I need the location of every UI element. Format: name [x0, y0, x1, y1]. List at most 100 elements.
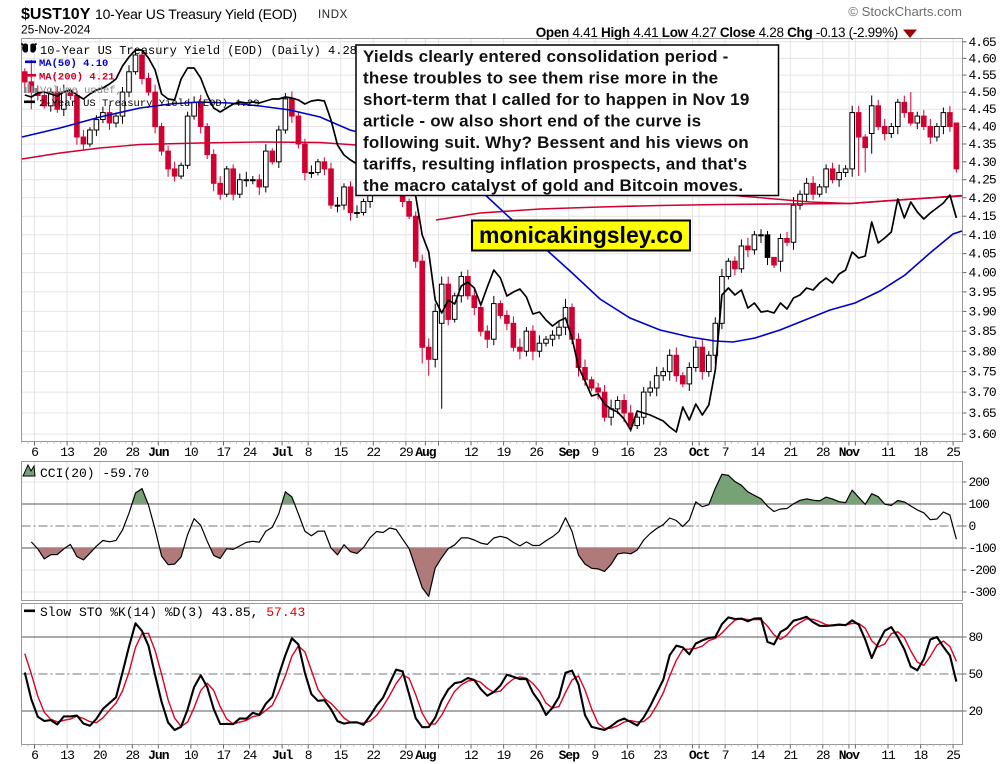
svg-text:following suit. Why? Bessent a: following suit. Why? Bessent and his vie…	[363, 133, 749, 152]
svg-text:4.65: 4.65	[969, 35, 996, 50]
svg-text:article - ow also short end of: article - ow also short end of the curve…	[363, 112, 701, 131]
svg-text:3.70: 3.70	[969, 385, 996, 400]
svg-text:3.65: 3.65	[969, 406, 996, 421]
svg-text:Nov: Nov	[839, 748, 861, 763]
svg-text:15: 15	[334, 748, 348, 763]
svg-text:Oct: Oct	[689, 445, 710, 460]
svg-text:Oct: Oct	[689, 748, 710, 763]
svg-text:© StockCharts.com: © StockCharts.com	[848, 4, 962, 19]
svg-text:18: 18	[914, 748, 928, 763]
svg-text:7: 7	[722, 748, 729, 763]
svg-text:20: 20	[93, 445, 107, 460]
svg-text:11: 11	[881, 445, 896, 460]
svg-text:25: 25	[946, 445, 960, 460]
svg-text:12: 12	[464, 748, 478, 763]
svg-text:10-Year US Treasury Yield (EOD: 10-Year US Treasury Yield (EOD) (Daily) …	[40, 44, 357, 58]
svg-text:3.95: 3.95	[969, 285, 996, 300]
svg-text:23: 23	[653, 748, 667, 763]
svg-text:4.35: 4.35	[969, 137, 996, 152]
svg-text:20: 20	[969, 704, 983, 719]
svg-text:monicakingsley.co: monicakingsley.co	[479, 222, 683, 248]
svg-text:25: 25	[946, 748, 960, 763]
svg-text:22: 22	[366, 445, 380, 460]
svg-text:-300: -300	[969, 585, 996, 600]
svg-text:4.05: 4.05	[969, 247, 996, 262]
svg-text:50: 50	[969, 667, 983, 682]
svg-text:3.60: 3.60	[969, 427, 996, 442]
svg-text:INDX: INDX	[318, 9, 348, 21]
svg-text:MA(200) 4.21: MA(200) 4.21	[39, 72, 115, 84]
svg-text:9: 9	[591, 748, 598, 763]
svg-text:$UST10Y: $UST10Y	[21, 6, 91, 23]
svg-text:4.50: 4.50	[969, 85, 996, 100]
svg-text:13: 13	[60, 445, 74, 460]
svg-text:3.90: 3.90	[969, 304, 996, 319]
svg-text:Nov: Nov	[839, 445, 861, 460]
svg-text:4.40: 4.40	[969, 120, 996, 135]
svg-text:14: 14	[751, 445, 766, 460]
svg-text:Jul: Jul	[272, 748, 294, 763]
svg-text:22: 22	[366, 748, 380, 763]
svg-text:10-Year US Treasury Yield (EOD: 10-Year US Treasury Yield (EOD)	[95, 6, 297, 22]
svg-text:these troubles to see them ris: these troubles to see them rise more in …	[363, 69, 718, 88]
svg-text:11: 11	[881, 748, 896, 763]
svg-text:Open 4.41 High 4.41 Low 4.27 C: Open 4.41 High 4.41 Low 4.27 Close 4.28 …	[536, 25, 898, 40]
svg-text:4.15: 4.15	[969, 209, 996, 224]
svg-text:Jun: Jun	[148, 748, 170, 763]
svg-text:24: 24	[243, 445, 258, 460]
svg-text:7: 7	[722, 445, 729, 460]
svg-text:4.25: 4.25	[969, 173, 996, 188]
svg-text:MA(50) 4.10: MA(50) 4.10	[39, 58, 108, 70]
svg-text:21: 21	[783, 748, 798, 763]
svg-text:Volume undef,: Volume undef,	[40, 85, 122, 97]
svg-text:3.75: 3.75	[969, 365, 996, 380]
svg-text:28: 28	[125, 445, 139, 460]
svg-text:13: 13	[60, 748, 74, 763]
svg-text:2-Year US Treasury Yield (EOD): 2-Year US Treasury Yield (EOD) 4.29	[39, 98, 260, 110]
svg-text:4.10: 4.10	[969, 228, 996, 243]
svg-text:Sep: Sep	[559, 445, 581, 460]
svg-text:Aug: Aug	[415, 748, 437, 763]
svg-text:20: 20	[93, 748, 107, 763]
svg-text:4.20: 4.20	[969, 191, 996, 206]
svg-text:10: 10	[184, 748, 198, 763]
svg-text:200: 200	[969, 475, 990, 490]
svg-text:the macro catalyst of gold and: the macro catalyst of gold and Bitcoin m…	[363, 176, 743, 195]
svg-text:6: 6	[31, 748, 38, 763]
svg-text:Slow STO %K(14) %D(3) 43.85, 5: Slow STO %K(14) %D(3) 43.85, 57.43	[40, 605, 305, 620]
svg-text:12: 12	[464, 445, 478, 460]
svg-text:-200: -200	[969, 563, 996, 578]
svg-text:28: 28	[125, 748, 139, 763]
svg-text:18: 18	[914, 445, 928, 460]
svg-text:28: 28	[816, 445, 830, 460]
svg-text:14: 14	[751, 748, 766, 763]
svg-text:100: 100	[969, 497, 990, 512]
svg-text:Aug: Aug	[415, 445, 437, 460]
svg-text:28: 28	[816, 748, 830, 763]
svg-text:8: 8	[305, 445, 312, 460]
svg-text:3.80: 3.80	[969, 344, 996, 359]
svg-text:15: 15	[334, 445, 348, 460]
svg-text:19: 19	[497, 445, 511, 460]
svg-text:26: 26	[529, 445, 543, 460]
svg-text:4.55: 4.55	[969, 68, 996, 83]
svg-text:6: 6	[31, 445, 38, 460]
svg-text:Jun: Jun	[148, 445, 170, 460]
svg-text:4.30: 4.30	[969, 155, 996, 170]
svg-text:CCI(20) -59.70: CCI(20) -59.70	[40, 466, 149, 481]
svg-text:-100: -100	[969, 541, 996, 556]
svg-text:tariffs, resulting inflation p: tariffs, resulting inflation prospects, …	[363, 155, 747, 174]
svg-text:4.60: 4.60	[969, 51, 996, 66]
svg-text:3.85: 3.85	[969, 324, 996, 339]
svg-text:16: 16	[621, 748, 635, 763]
svg-text:25-Nov-2024: 25-Nov-2024	[21, 23, 91, 37]
svg-text:17: 17	[217, 748, 231, 763]
svg-text:8: 8	[305, 748, 312, 763]
svg-text:21: 21	[783, 445, 798, 460]
svg-text:9: 9	[591, 445, 598, 460]
svg-text:Sep: Sep	[559, 748, 581, 763]
svg-text:16: 16	[621, 445, 635, 460]
svg-text:23: 23	[653, 445, 667, 460]
svg-text:29: 29	[399, 445, 413, 460]
svg-text:19: 19	[497, 748, 511, 763]
